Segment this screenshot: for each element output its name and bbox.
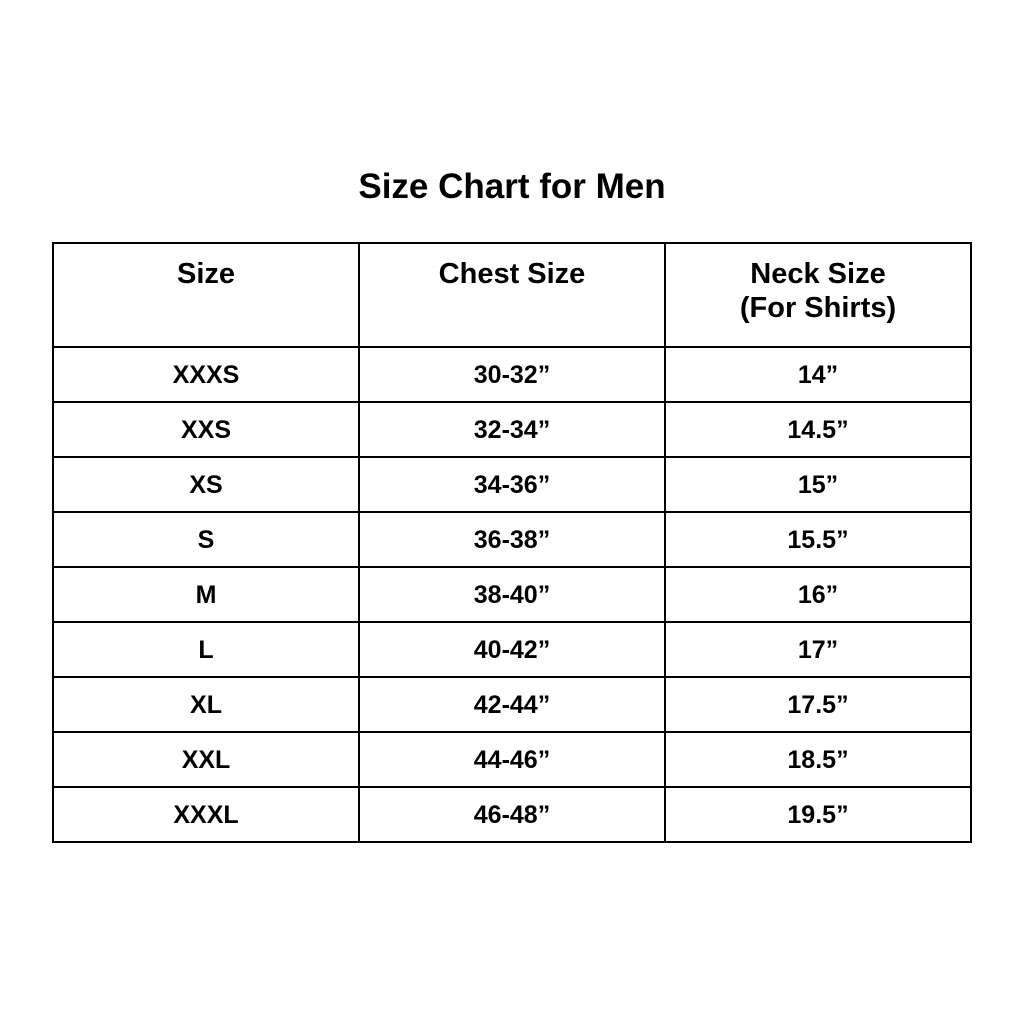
table-body: XXXS 30-32” 14” XXS 32-34” 14.5” XS 34-3…: [52, 346, 972, 843]
table-cell-size: XXXS: [52, 346, 360, 403]
column-header-chest-size: Chest Size: [358, 242, 666, 348]
table-row: XL 42-44” 17.5”: [52, 676, 972, 733]
table-cell-neck: 17”: [664, 621, 972, 678]
table-header: Size Chest Size Neck Size (For Shirts): [52, 242, 972, 348]
table-cell-neck: 19.5”: [664, 786, 972, 843]
table-row: L 40-42” 17”: [52, 621, 972, 678]
column-header-size-label: Size: [176, 258, 236, 290]
table-row: XXXS 30-32” 14”: [52, 346, 972, 403]
table-cell-chest: 32-34”: [358, 401, 666, 458]
table-cell-neck: 17.5”: [664, 676, 972, 733]
table-cell-neck: 14.5”: [664, 401, 972, 458]
table-cell-chest: 30-32”: [358, 346, 666, 403]
column-header-neck-line1: Neck Size: [750, 258, 886, 290]
table-cell-chest: 38-40”: [358, 566, 666, 623]
table-row: XXL 44-46” 18.5”: [52, 731, 972, 788]
table-cell-size: L: [52, 621, 360, 678]
table-cell-chest: 40-42”: [358, 621, 666, 678]
table-cell-size: XXL: [52, 731, 360, 788]
table-row: XXS 32-34” 14.5”: [52, 401, 972, 458]
table-cell-chest: 44-46”: [358, 731, 666, 788]
table-cell-size: XS: [52, 456, 360, 513]
table-cell-chest: 46-48”: [358, 786, 666, 843]
table-row: XS 34-36” 15”: [52, 456, 972, 513]
size-chart-table: Size Chest Size Neck Size (For Shirts) X…: [52, 242, 972, 843]
table-row: M 38-40” 16”: [52, 566, 972, 623]
table-cell-size: XXXL: [52, 786, 360, 843]
table-row: S 36-38” 15.5”: [52, 511, 972, 568]
table-cell-neck: 15”: [664, 456, 972, 513]
column-header-size: Size: [52, 242, 360, 348]
table-cell-neck: 18.5”: [664, 731, 972, 788]
table-cell-neck: 14”: [664, 346, 972, 403]
table-cell-size: S: [52, 511, 360, 568]
header-row: Size Chest Size Neck Size (For Shirts): [52, 242, 972, 348]
table-cell-size: XXS: [52, 401, 360, 458]
column-header-neck-line2: (For Shirts): [739, 292, 897, 324]
table-cell-chest: 42-44”: [358, 676, 666, 733]
column-header-chest-label: Chest Size: [438, 258, 586, 290]
column-header-neck-size: Neck Size (For Shirts): [664, 242, 972, 348]
table-cell-size: M: [52, 566, 360, 623]
table-cell-neck: 16”: [664, 566, 972, 623]
table-cell-size: XL: [52, 676, 360, 733]
page-title: Size Chart for Men: [358, 167, 666, 206]
table-row: XXXL 46-48” 19.5”: [52, 786, 972, 843]
table-cell-neck: 15.5”: [664, 511, 972, 568]
table-cell-chest: 36-38”: [358, 511, 666, 568]
table-cell-chest: 34-36”: [358, 456, 666, 513]
